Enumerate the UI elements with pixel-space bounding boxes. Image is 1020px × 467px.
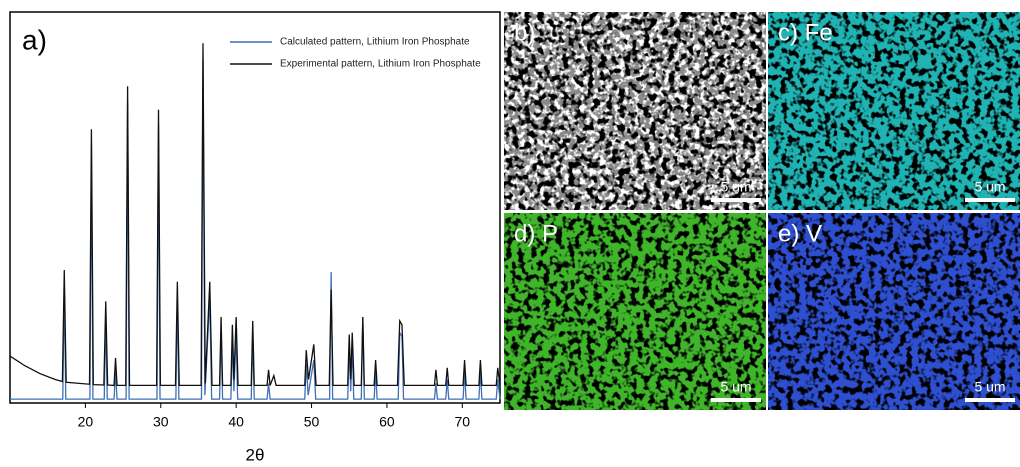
legend-label: Experimental pattern, Lithium Iron Phosp… — [280, 59, 481, 70]
scale-bar-label: 5 um — [974, 379, 1005, 395]
legend-label: Calculated pattern, Lithium Iron Phospha… — [280, 37, 470, 48]
scale-bar-label: 5 um — [720, 179, 751, 195]
x-tick-label: 30 — [153, 414, 169, 430]
panel-label: d) P — [514, 220, 558, 247]
x-tick-label: 70 — [455, 414, 471, 430]
panel-label: b) — [514, 19, 535, 46]
panel-label: c) Fe — [778, 19, 833, 46]
pattern-line — [9, 43, 501, 387]
scale-bar — [965, 398, 1015, 402]
panel-label: a) — [22, 24, 47, 55]
micrograph-texture — [768, 213, 1020, 410]
scale-bar-label: 5 um — [974, 179, 1005, 195]
x-tick-label: 60 — [379, 414, 395, 430]
x-tick-label: 50 — [304, 414, 320, 430]
scale-bar — [965, 198, 1015, 202]
scale-bar — [711, 198, 761, 202]
scale-bar — [711, 398, 761, 402]
micrograph-texture — [768, 12, 1020, 210]
panel-label: e) V — [778, 220, 822, 247]
x-axis-label: 2θ — [246, 445, 265, 464]
x-tick-label: 40 — [228, 414, 244, 430]
x-tick-label: 20 — [78, 414, 94, 430]
scale-bar-label: 5 um — [720, 379, 751, 395]
micrograph-texture — [504, 213, 766, 410]
plot-frame — [9, 11, 501, 404]
micrograph-texture — [504, 12, 766, 210]
pattern-line — [10, 58, 501, 400]
